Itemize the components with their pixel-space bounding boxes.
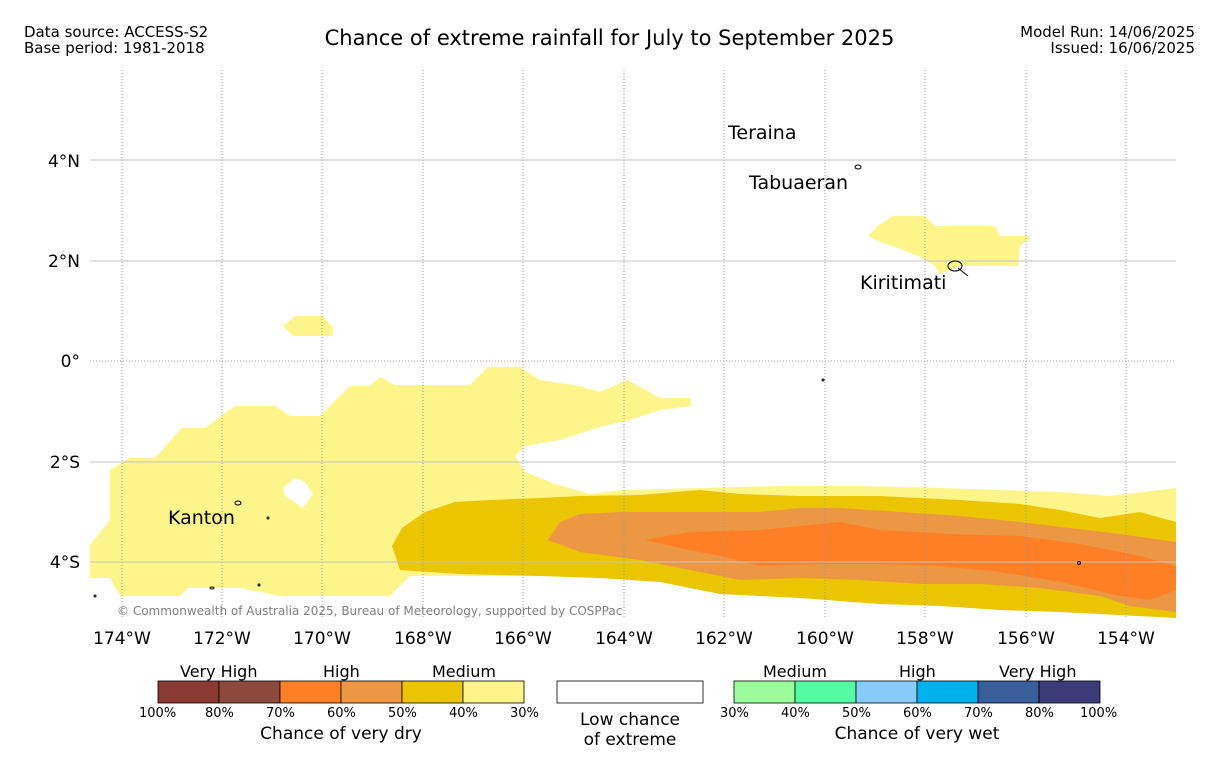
island-dot-6	[93, 594, 97, 598]
lon-tick-label: 166°W	[494, 629, 552, 649]
legend-dry-swatch	[340, 680, 403, 704]
data-source-label: Data source: ACCESS-S2	[24, 23, 209, 41]
lon-tick-label: 154°W	[1097, 629, 1155, 649]
legend-wet-swatch	[977, 680, 1040, 704]
legend-wet-level-very-high: Very High	[999, 662, 1077, 681]
lon-tick-label: 160°W	[796, 629, 854, 649]
legend-low-chance-line2: of extreme	[583, 730, 677, 750]
low-chance-hole	[283, 478, 313, 508]
lon-tick-label: 170°W	[293, 629, 351, 649]
legend-dry-percent: 50%	[388, 706, 417, 721]
legend-wet-percent: 70%	[964, 706, 993, 721]
region-30-40-small	[283, 316, 333, 336]
lon-tick-label: 174°W	[93, 629, 151, 649]
island-kanton	[234, 500, 242, 506]
island-dot-1	[266, 516, 270, 520]
legend-dry-level-high: High	[323, 662, 360, 681]
legend-wet-caption: Chance of very wet	[834, 724, 1000, 744]
lat-tick-label: 2°S	[50, 453, 80, 473]
legend-dry-percent: 60%	[327, 706, 356, 721]
legend-dry	[157, 680, 525, 704]
region-60-70	[645, 522, 1176, 600]
legend-low-chance-caption: Low chance of extreme	[557, 710, 703, 750]
island-dot-5	[1077, 561, 1081, 565]
legend-dry-level-very-high: Very High	[180, 662, 258, 681]
legend-low-chance-swatch	[556, 680, 704, 704]
region-30-40-north	[868, 216, 1032, 274]
model-run-info: Model Run: 14/06/2025 Issued: 16/06/2025	[1020, 24, 1195, 56]
gridlines	[90, 70, 1176, 618]
model-run-label: Model Run: 14/06/2025	[1020, 23, 1195, 41]
lon-tick-label: 158°W	[896, 629, 954, 649]
place-label-kiritimati: Kiritimati	[860, 272, 946, 294]
legend-dry-swatch	[279, 680, 342, 704]
place-label-tabuaeran: Tabuaeran	[748, 172, 848, 194]
legend-wet-swatch	[733, 680, 796, 704]
lon-tick-label: 162°W	[695, 629, 753, 649]
legend-wet-percent: 40%	[781, 706, 810, 721]
legend-dry-percent: 30%	[510, 706, 539, 721]
legend-wet-percent: 30%	[720, 706, 749, 721]
data-source-info: Data source: ACCESS-S2 Base period: 1981…	[24, 24, 208, 56]
legend-dry-percent: 100%	[139, 706, 177, 721]
legend-wet-swatch	[916, 680, 979, 704]
legend-dry-percent: 80%	[205, 706, 234, 721]
lon-tick-label: 156°W	[997, 629, 1055, 649]
island-dot-3	[257, 583, 261, 587]
issued-label: Issued: 16/06/2025	[1050, 39, 1195, 57]
island-tabuaeran	[854, 164, 862, 170]
place-label-kanton: Kanton	[168, 507, 235, 529]
latitude-axis: 4°N 2°N 0° 2°S 4°S	[48, 152, 80, 573]
lon-tick-label: 164°W	[595, 629, 653, 649]
legend-dry-swatch	[218, 680, 281, 704]
island-kiritimati-tail	[957, 267, 969, 277]
legend-wet-percent: 50%	[842, 706, 871, 721]
legend-wet-percent: 80%	[1025, 706, 1054, 721]
island-outlines	[93, 164, 1081, 598]
base-period-label: Base period: 1981-2018	[24, 39, 205, 57]
legend-dry-caption: Chance of very dry	[260, 724, 422, 744]
lat-tick-label: 2°N	[48, 252, 80, 272]
legend-wet-swatch	[1038, 680, 1101, 704]
legend-low-chance-line1: Low chance	[580, 710, 680, 730]
place-label-teraina: Teraina	[727, 122, 797, 144]
lat-tick-label: 0°	[61, 352, 80, 372]
legend-wet-swatch	[794, 680, 857, 704]
map-panel	[90, 216, 1176, 618]
lat-tick-label: 4°S	[50, 553, 80, 573]
legend-wet-swatch	[855, 680, 918, 704]
lon-tick-label: 172°W	[193, 629, 251, 649]
island-dot-4	[821, 378, 825, 382]
legend-dry-swatch	[401, 680, 464, 704]
lat-tick-label: 4°N	[48, 152, 80, 172]
longitude-axis: 174°W 172°W 170°W 168°W 166°W 164°W 162°…	[93, 629, 1155, 649]
legend-dry-percent: 70%	[266, 706, 295, 721]
legend-wet-level-medium: Medium	[763, 662, 827, 681]
copyright-notice: © Commonwealth of Australia 2025, Bureau…	[117, 604, 622, 618]
island-kiritimati	[947, 260, 963, 272]
map-title: Chance of extreme rainfall for July to S…	[324, 26, 895, 50]
legend-dry-swatch	[157, 680, 220, 704]
legend-wet-percent: 60%	[903, 706, 932, 721]
legend-wet-level-high: High	[899, 662, 936, 681]
legend-dry-level-medium: Medium	[432, 662, 496, 681]
legend-wet-percent: 100%	[1080, 706, 1118, 721]
legend-dry-percent: 40%	[449, 706, 478, 721]
legend-wet	[733, 680, 1101, 704]
legend-dry-swatch	[462, 680, 525, 704]
island-dot-2	[209, 586, 215, 590]
lon-tick-label: 168°W	[394, 629, 452, 649]
